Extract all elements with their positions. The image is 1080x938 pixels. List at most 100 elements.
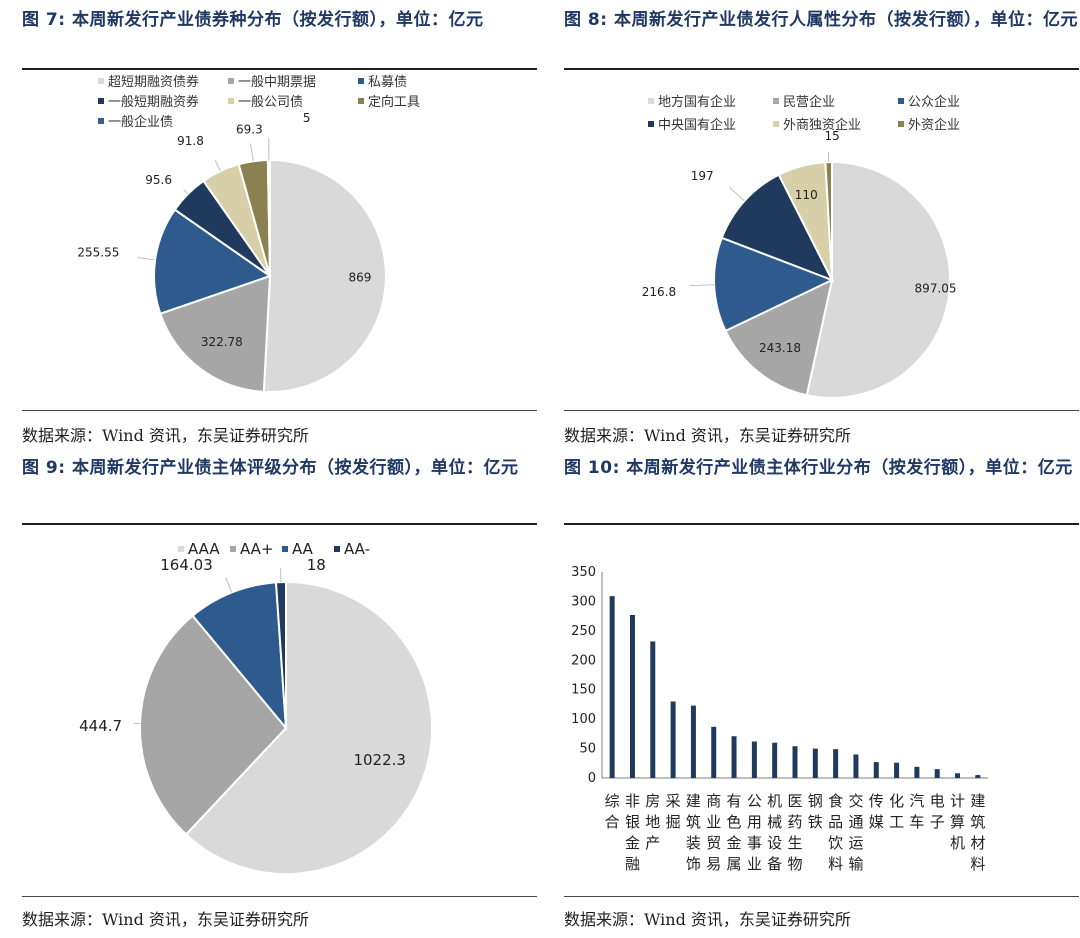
legend-label: AA <box>292 540 314 558</box>
x-tick-label: 计算机 <box>950 792 965 852</box>
x-tick-label: 非银金融 <box>625 792 640 873</box>
data-label: 897.05 <box>915 281 957 295</box>
x-tick-label: 公用事业 <box>747 792 762 873</box>
x-tick-label: 钢铁 <box>808 792 823 831</box>
data-label: 1022.3 <box>353 751 406 769</box>
bar-chart-industry: 0 50 100 150 200 250 300 350 综合非银金融房地产采掘建筑装饰商业贸易… <box>571 565 988 873</box>
panel-title: 图 10: 本周新发行产业债主体行业分布（按发行额），单位：亿元 <box>564 458 1073 478</box>
x-tick-label: 采掘 <box>666 792 681 831</box>
bar <box>772 742 778 778</box>
legend-label: 民营企业 <box>783 94 835 110</box>
data-label: 91.8 <box>177 134 204 148</box>
legend-label: 一般中期票据 <box>238 74 316 90</box>
leader-line <box>690 284 715 287</box>
data-label: 243.18 <box>759 341 801 355</box>
leader-line <box>250 143 254 162</box>
y-tick-label: 300 <box>571 594 596 609</box>
legend-swatch <box>282 546 288 552</box>
x-tick-label: 建筑材料 <box>970 792 985 873</box>
x-tick-label: 医药生物 <box>787 792 802 873</box>
bar <box>690 705 696 778</box>
panel-title: 图 7: 本周新发行产业债券种分布（按发行额），单位：亿元 <box>22 10 484 30</box>
x-tick-label: 化工 <box>889 792 904 831</box>
legend-swatch <box>178 546 184 552</box>
data-label: 869 <box>349 271 372 285</box>
x-tick-label: 建筑装饰 <box>686 792 701 873</box>
y-tick-label: 100 <box>571 712 596 727</box>
data-label: 69.3 <box>236 123 263 137</box>
x-tick-label: 机械设备 <box>767 792 782 873</box>
legend-label: 超短期融资债券 <box>108 74 199 90</box>
legend-label: 外商独资企业 <box>783 117 861 133</box>
legend-label: AA- <box>344 540 370 558</box>
x-tick-label: 有色金属 <box>727 792 742 873</box>
data-label: 216.8 <box>642 285 676 299</box>
legend-swatch <box>648 98 654 104</box>
bar <box>670 701 676 778</box>
bar <box>955 773 961 778</box>
legend-swatch <box>98 118 104 124</box>
source-text: 数据来源：Wind 资讯，东吴证券研究所 <box>22 426 309 445</box>
panel-industry: 图 10: 本周新发行产业债主体行业分布（按发行额），单位：亿元 0 50 100 1… <box>564 452 1079 938</box>
data-label: 18 <box>307 556 326 574</box>
bar <box>711 726 717 778</box>
x-tick-label: 食品饮料 <box>828 792 843 873</box>
bar <box>894 762 900 778</box>
leader-line <box>225 577 233 593</box>
legend-label: 一般公司债 <box>238 94 303 110</box>
pie-chart-rating: AAA AA+ AA AA- 1022.3 444.7 164.03 18 <box>79 540 434 875</box>
title-rule <box>22 523 537 525</box>
pie-slice <box>262 158 387 393</box>
legend-swatch <box>773 121 779 127</box>
legend-label: 地方国有企业 <box>658 94 736 110</box>
legend-label: 外资企业 <box>908 117 960 133</box>
pie-slice <box>805 160 951 399</box>
pie-slice <box>138 614 288 836</box>
x-tick-label: 房地产 <box>645 792 660 852</box>
data-label: 15 <box>825 129 840 143</box>
bar <box>833 749 839 778</box>
pie-slice <box>713 236 835 333</box>
x-tick-label: 商业贸易 <box>706 792 721 873</box>
source-rule <box>22 896 537 897</box>
leader-line <box>214 160 221 172</box>
bar <box>934 769 940 778</box>
legend-swatch <box>898 121 904 127</box>
pie-slice <box>266 158 271 277</box>
panel-issuer-type: 图 8: 本周新发行产业债发行人属性分布（按发行额），单位：亿元 地方国有企业 民… <box>564 4 1079 445</box>
legend-swatch <box>898 98 904 104</box>
y-tick-label: 0 <box>588 771 596 786</box>
source-text: 数据来源：Wind 资讯，东吴证券研究所 <box>564 910 851 929</box>
legend-swatch <box>773 98 779 104</box>
x-tick-label: 汽车 <box>909 792 924 831</box>
panel-rating: 图 9: 本周新发行产业债主体评级分布（按发行额），单位：亿元 AAA AA+ AA… <box>22 452 537 938</box>
leader-line <box>183 189 189 195</box>
y-tick-label: 350 <box>571 565 596 580</box>
bar <box>812 748 818 778</box>
data-label: 164.03 <box>160 556 213 574</box>
legend-label: 公众企业 <box>908 94 960 110</box>
legend-swatch <box>358 98 364 104</box>
bar <box>731 736 737 778</box>
legend-label: 定向工具 <box>368 94 420 110</box>
data-label: 444.7 <box>79 717 122 735</box>
legend-label: 一般企业债 <box>108 114 173 130</box>
leader-line <box>729 187 745 202</box>
legend-label: AAA <box>188 540 220 558</box>
legend-swatch <box>230 546 236 552</box>
bar <box>975 775 981 778</box>
source-text: 数据来源：Wind 资讯，东吴证券研究所 <box>564 426 851 445</box>
title-rule <box>22 68 537 70</box>
source-rule <box>22 410 537 411</box>
title-rule <box>564 68 1079 70</box>
y-tick-label: 250 <box>571 624 596 639</box>
bar <box>650 641 656 778</box>
y-tick-label: 50 <box>579 742 596 757</box>
y-tick-label: 150 <box>571 683 596 698</box>
pie-slice <box>720 173 835 282</box>
data-label: 255.55 <box>77 245 119 259</box>
bar <box>609 596 615 778</box>
source-text: 数据来源：Wind 资讯，东吴证券研究所 <box>22 910 309 929</box>
